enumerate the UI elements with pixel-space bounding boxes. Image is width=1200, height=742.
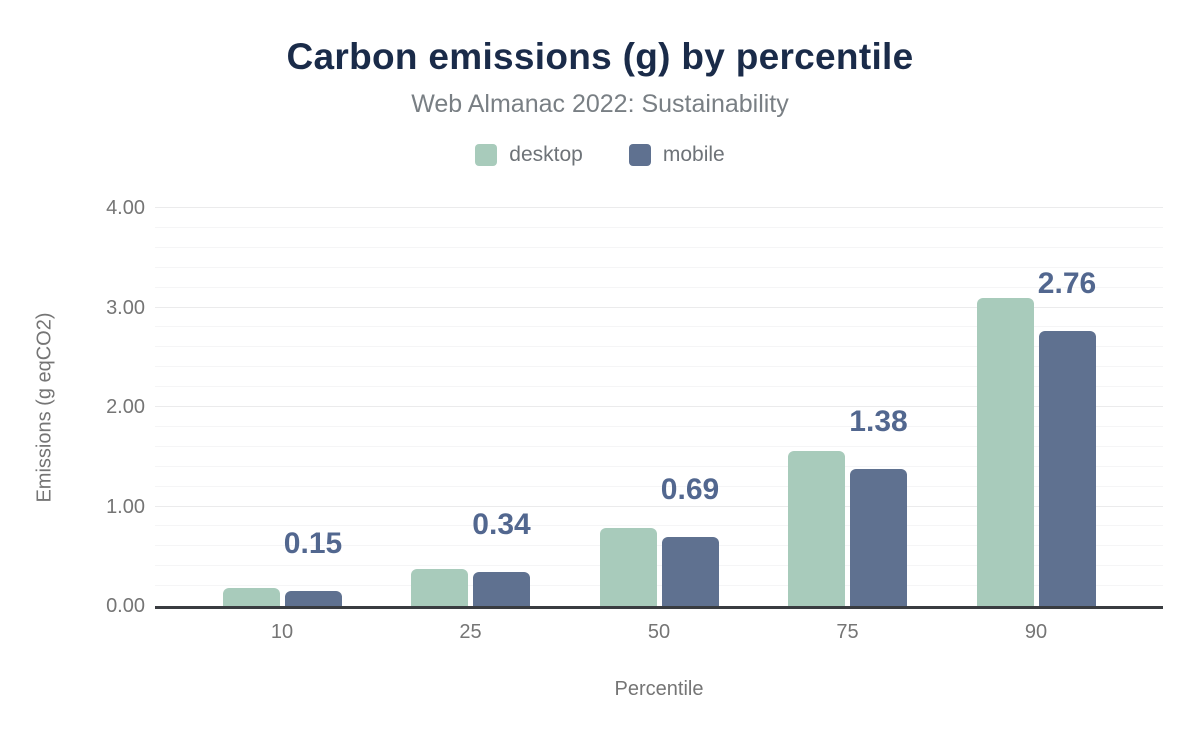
minor-gridline (155, 386, 1163, 388)
chart-subtitle: Web Almanac 2022: Sustainability (411, 90, 789, 118)
chart-title: Carbon emissions (g) by percentile (286, 36, 914, 77)
minor-gridline (155, 366, 1163, 368)
minor-gridline (155, 565, 1163, 567)
minor-gridline (155, 445, 1163, 447)
legend: desktop mobile (0, 143, 1200, 167)
y-axis-ticks: 0.00 1.00 2.00 3.00 4.00 (0, 197, 145, 617)
bar-desktop-p25 (411, 569, 468, 606)
x-tick-label-75: 75 (836, 621, 859, 643)
x-tick-label-25: 25 (459, 621, 482, 643)
x-axis-title: Percentile (614, 678, 704, 700)
minor-gridline (155, 525, 1163, 527)
bar-desktop-p50 (599, 528, 657, 606)
minor-gridline (155, 246, 1163, 248)
y-tick-label: 0.00 (106, 595, 145, 617)
y-tick-label: 2.00 (106, 396, 145, 418)
major-gridline (155, 207, 1163, 208)
legend-item-desktop: desktop (475, 143, 583, 167)
y-tick-label: 4.00 (106, 197, 145, 219)
bar-desktop-p75 (788, 450, 845, 606)
minor-gridline (155, 226, 1163, 228)
y-tick-label: 3.00 (106, 296, 145, 319)
x-tick-label-10: 10 (270, 621, 294, 643)
legend-swatch-desktop (475, 144, 498, 166)
bar-value-label-p75: 1.38 (849, 404, 908, 438)
minor-gridline (155, 266, 1163, 268)
x-tick-label-90: 90 (1024, 621, 1048, 643)
minor-gridline (155, 465, 1163, 467)
bar-mobile-p10 (284, 591, 342, 606)
minor-gridline (155, 545, 1163, 547)
x-axis-ticks: 10 25 50 75 90 (155, 621, 1163, 649)
major-gridline (155, 306, 1163, 308)
minor-gridline (155, 485, 1163, 487)
legend-swatch-mobile (628, 144, 651, 166)
minor-gridline (155, 346, 1163, 348)
major-gridline (155, 505, 1163, 507)
bar-mobile-p50 (661, 537, 719, 606)
bar-value-label-p25: 0.34 (472, 508, 531, 542)
legend-label-mobile: mobile (662, 143, 725, 166)
x-tick-label-50: 50 (647, 621, 671, 643)
bar-value-label-p90: 2.76 (1037, 267, 1097, 301)
bar-desktop-p10 (222, 588, 280, 606)
minor-gridline (155, 326, 1163, 328)
bar-value-label-p50: 0.69 (660, 473, 720, 507)
y-tick-label: 1.00 (106, 495, 145, 518)
minor-gridline (155, 286, 1163, 288)
bar-mobile-p90 (1038, 331, 1096, 606)
bar-mobile-p75 (850, 468, 907, 606)
legend-item-mobile: mobile (628, 143, 725, 167)
bar-value-label-p10: 0.15 (283, 527, 343, 561)
bar-desktop-p90 (976, 297, 1034, 606)
minor-gridline (155, 585, 1163, 587)
bar-mobile-p25 (473, 572, 530, 606)
major-gridline (155, 406, 1163, 407)
plot-area: 0.15 0.34 0.69 1.38 2.76 (155, 207, 1163, 609)
minor-gridline (155, 425, 1163, 427)
legend-label-desktop: desktop (509, 143, 583, 166)
